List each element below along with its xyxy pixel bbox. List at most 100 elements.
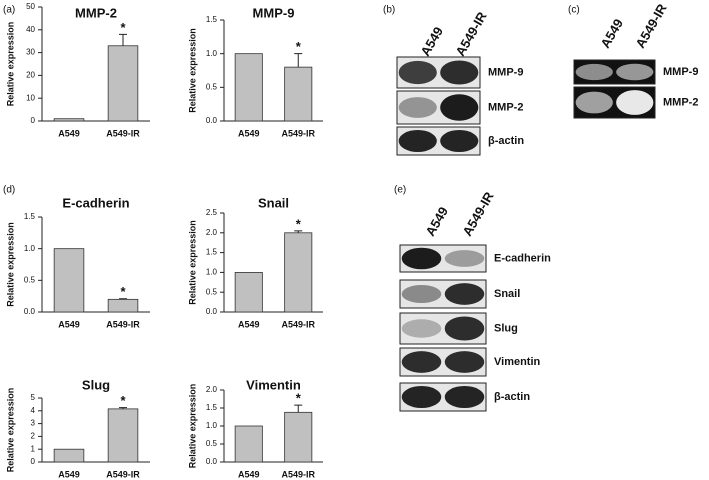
band-label: Snail bbox=[494, 288, 520, 300]
y-tick-label: 1.5 bbox=[206, 248, 218, 257]
band-label: MMP-9 bbox=[488, 66, 523, 78]
error-bar bbox=[294, 404, 303, 413]
x-tick-label: A549 bbox=[238, 469, 260, 479]
bar bbox=[284, 232, 313, 313]
x-tick-label: A549 bbox=[58, 128, 80, 138]
panel-label: (c) bbox=[568, 5, 580, 16]
y-tick-label: 0.5 bbox=[206, 439, 218, 448]
y-tick-label: 0.5 bbox=[206, 82, 218, 91]
bar bbox=[107, 45, 139, 122]
bar bbox=[53, 248, 85, 313]
y-tick-label: 0.0 bbox=[206, 457, 218, 466]
y-tick-label: 0.0 bbox=[206, 307, 218, 316]
blot-band bbox=[616, 90, 654, 115]
blot-band bbox=[444, 250, 485, 267]
x-tick-label: A549-IR bbox=[281, 319, 315, 329]
annotation: * bbox=[296, 391, 302, 406]
y-axis-label: Relative expression bbox=[187, 384, 197, 469]
band-label: Vimentin bbox=[494, 356, 541, 368]
blot-band bbox=[575, 63, 613, 81]
annotation: * bbox=[296, 216, 302, 231]
y-tick-label: 0 bbox=[31, 116, 36, 125]
lane-label: A549 bbox=[423, 204, 452, 238]
y-axis-label: Relative expression bbox=[5, 22, 15, 107]
error-bar bbox=[119, 33, 127, 46]
lane-label: A549-IR bbox=[633, 1, 670, 51]
blot-band bbox=[401, 319, 442, 338]
x-tick-label: A549 bbox=[58, 469, 80, 479]
chart-title: Vimentin bbox=[246, 377, 301, 392]
chart-title: Slug bbox=[82, 377, 110, 392]
lane-label: A549 bbox=[418, 24, 447, 58]
panel-label: (d) bbox=[3, 185, 15, 196]
blot-band bbox=[440, 94, 479, 121]
y-tick-label: 0 bbox=[31, 457, 36, 466]
x-tick-label: A549-IR bbox=[281, 128, 315, 138]
blot-band bbox=[401, 385, 442, 409]
y-tick-label: 40 bbox=[26, 25, 35, 34]
annotation: * bbox=[120, 284, 126, 299]
blot-band bbox=[401, 351, 442, 373]
chart-title: E-cadherin bbox=[62, 195, 129, 210]
panel-label: (b) bbox=[383, 5, 395, 16]
y-tick-label: 1.0 bbox=[206, 268, 218, 277]
error-bar bbox=[294, 53, 303, 68]
blot-band bbox=[398, 97, 437, 118]
chart-title: MMP-9 bbox=[253, 5, 295, 20]
y-axis-label: Relative expression bbox=[5, 388, 15, 473]
y-tick-label: 50 bbox=[26, 2, 35, 11]
error-bar bbox=[119, 298, 127, 300]
band-label: MMP-9 bbox=[663, 66, 698, 78]
blot-band bbox=[444, 385, 485, 409]
blot-band bbox=[398, 60, 437, 85]
band-label: MMP-2 bbox=[488, 101, 523, 113]
y-tick-label: 2 bbox=[31, 432, 36, 441]
band-label: MMP-2 bbox=[663, 96, 698, 108]
y-tick-label: 30 bbox=[26, 48, 35, 57]
blot-band bbox=[444, 351, 485, 373]
bar bbox=[234, 425, 263, 463]
y-tick-label: 2.0 bbox=[206, 228, 218, 237]
band-label: E-cadherin bbox=[494, 252, 551, 264]
y-axis-label: Relative expression bbox=[5, 222, 15, 307]
lane-label: A549-IR bbox=[453, 9, 490, 59]
y-tick-label: 2.0 bbox=[206, 385, 218, 394]
y-tick-label: 0.0 bbox=[206, 116, 218, 125]
x-tick-label: A549-IR bbox=[106, 319, 140, 329]
chart-title: MMP-2 bbox=[75, 5, 117, 20]
y-tick-label: 1.0 bbox=[24, 244, 36, 253]
bar bbox=[234, 53, 263, 122]
y-tick-label: 1.0 bbox=[206, 421, 218, 430]
y-axis-label: Relative expression bbox=[187, 28, 197, 113]
annotation: * bbox=[120, 393, 126, 408]
error-bar bbox=[119, 407, 127, 409]
bar bbox=[107, 408, 139, 463]
y-tick-label: 1.5 bbox=[24, 212, 36, 221]
blot-band bbox=[398, 129, 437, 153]
panel-label: (a) bbox=[3, 5, 15, 16]
annotation: * bbox=[296, 39, 302, 54]
blot-band bbox=[440, 129, 479, 153]
y-axis-label: Relative expression bbox=[187, 220, 197, 305]
band-label: β-actin bbox=[488, 135, 524, 147]
x-tick-label: A549 bbox=[238, 319, 260, 329]
y-tick-label: 0.0 bbox=[24, 307, 36, 316]
error-bar bbox=[294, 230, 303, 233]
blot-band bbox=[401, 247, 442, 270]
x-tick-label: A549-IR bbox=[106, 469, 140, 479]
y-tick-label: 5 bbox=[31, 393, 36, 402]
x-tick-label: A549 bbox=[238, 128, 260, 138]
blot-band bbox=[444, 283, 485, 305]
blot-band bbox=[575, 91, 613, 114]
panel-label: (e) bbox=[394, 185, 406, 196]
x-tick-label: A549-IR bbox=[281, 469, 315, 479]
y-tick-label: 10 bbox=[26, 93, 35, 102]
lane-label: A549-IR bbox=[460, 189, 497, 239]
y-tick-label: 1.5 bbox=[206, 15, 218, 24]
x-tick-label: A549 bbox=[58, 319, 80, 329]
bar bbox=[53, 118, 85, 122]
bar bbox=[53, 448, 85, 463]
y-tick-label: 3 bbox=[31, 419, 36, 428]
bar bbox=[107, 298, 139, 313]
